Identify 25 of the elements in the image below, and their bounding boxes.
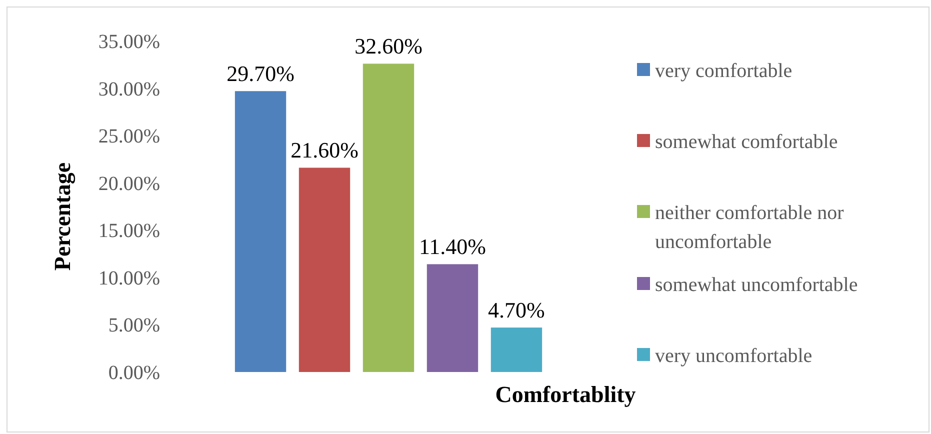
bar xyxy=(362,64,414,372)
y-tick-label: 5.00% xyxy=(108,314,160,337)
y-tick-label: 15.00% xyxy=(98,220,160,242)
legend-label: neither comfortable nor uncomfortable xyxy=(655,202,844,253)
legend-label: somewhat comfortable xyxy=(655,131,838,153)
legend-label: very comfortable xyxy=(655,60,792,82)
y-axis-title: Percentage xyxy=(50,162,76,271)
y-tick-label: 0.00% xyxy=(108,362,160,384)
bar xyxy=(490,328,542,372)
y-tick-label: 10.00% xyxy=(98,267,160,290)
bar xyxy=(298,168,350,372)
data-label: 29.70% xyxy=(226,61,294,86)
data-label: 32.60% xyxy=(354,34,422,59)
y-tick-label: 30.00% xyxy=(98,78,160,100)
bar xyxy=(426,264,478,372)
data-label: 4.70% xyxy=(488,298,545,323)
data-label: 11.40% xyxy=(418,234,486,260)
bar xyxy=(234,91,286,372)
x-axis-title: Comfortablity xyxy=(495,382,636,407)
y-tick-label: 35.00% xyxy=(98,31,160,53)
y-tick-label: 25.00% xyxy=(98,126,160,148)
y-tick-label: 20.00% xyxy=(98,172,160,195)
legend-label: somewhat uncomfortable xyxy=(655,274,858,296)
legend-label: very uncomfortable xyxy=(655,345,812,367)
data-label: 21.60% xyxy=(290,138,358,163)
